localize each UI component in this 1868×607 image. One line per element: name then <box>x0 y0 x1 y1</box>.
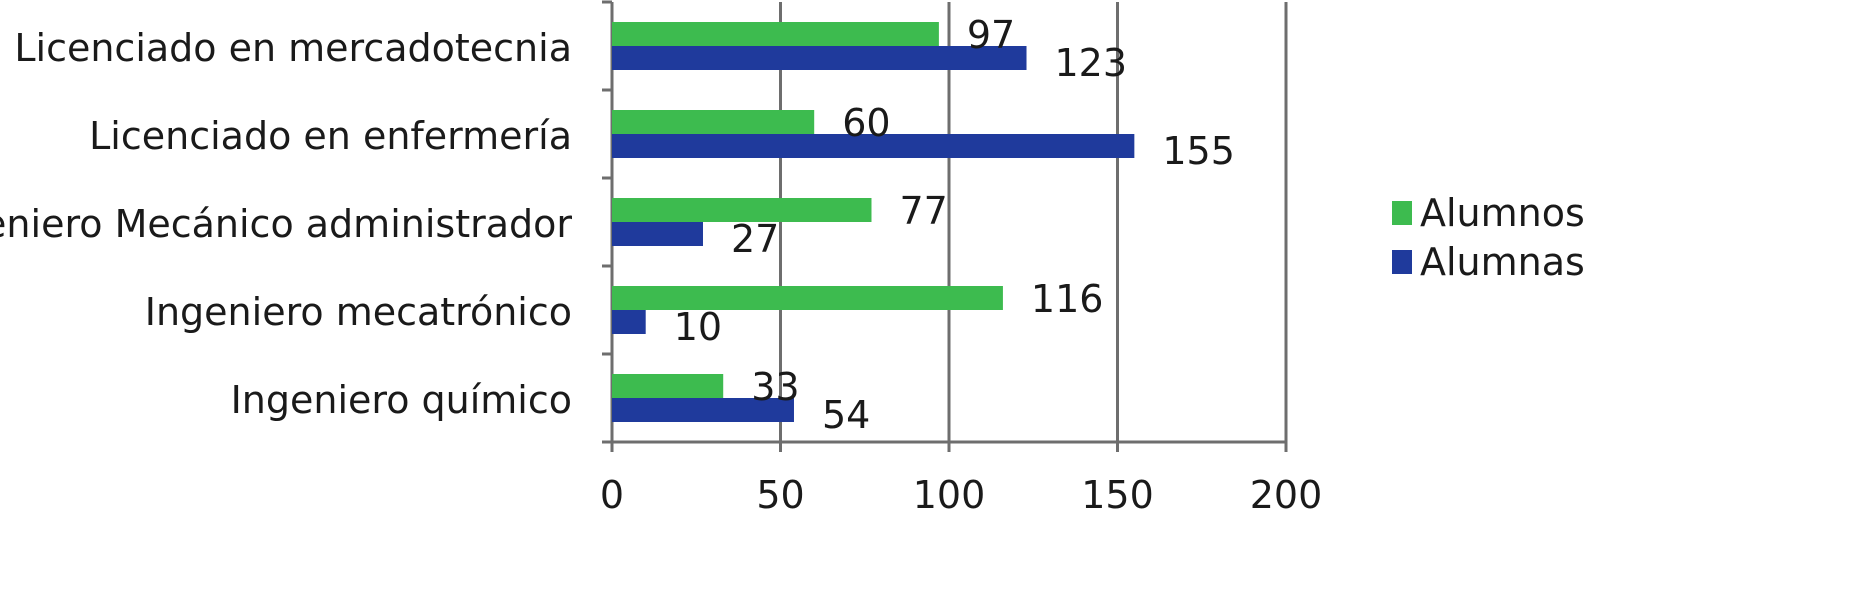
x-tick-label: 0 <box>600 473 624 517</box>
data-label: 155 <box>1162 129 1235 173</box>
category-label: Ingeniero mecatrónico <box>145 290 572 334</box>
legend-swatch <box>1392 201 1412 225</box>
data-label: 77 <box>899 189 947 233</box>
category-label: Ingeniero químico <box>231 378 572 422</box>
labels: 0 50 100 150 200 Licenciado en mercadotecnia 9… <box>0 13 1322 517</box>
category-label: Ingeniero Mecánico administrador <box>0 202 572 246</box>
bar-alumnos <box>612 374 724 398</box>
data-label: 27 <box>731 217 779 261</box>
bar-alumnas <box>612 46 1027 70</box>
legend-label: Alumnas <box>1420 240 1585 284</box>
bar-alumnos <box>612 286 1003 310</box>
data-label: 33 <box>751 365 799 409</box>
x-tick-label: 200 <box>1250 473 1323 517</box>
x-tick-label: 50 <box>756 473 804 517</box>
data-label: 60 <box>842 101 890 145</box>
bar-alumnas <box>612 310 646 334</box>
bar-alumnas <box>612 398 794 422</box>
bar-alumnos <box>612 198 872 222</box>
legend-label: Alumnos <box>1420 191 1585 235</box>
legend: Alumnos Alumnas <box>1392 191 1585 284</box>
data-label: 97 <box>967 13 1015 57</box>
data-label: 10 <box>674 305 722 349</box>
data-label: 54 <box>822 393 870 437</box>
bar-alumnas <box>612 222 703 246</box>
x-tick-label: 100 <box>913 473 986 517</box>
category-label: Licenciado en mercadotecnia <box>14 26 572 70</box>
legend-swatch <box>1392 250 1412 274</box>
bar-alumnos <box>612 22 939 46</box>
x-tick-label: 150 <box>1081 473 1154 517</box>
bar-alumnas <box>612 134 1135 158</box>
axes <box>602 0 1288 452</box>
bars <box>612 22 1135 422</box>
category-label: Licenciado en enfermería <box>89 114 572 158</box>
bar-alumnos <box>612 110 815 134</box>
data-label: 123 <box>1055 41 1128 85</box>
data-label: 116 <box>1031 277 1104 321</box>
